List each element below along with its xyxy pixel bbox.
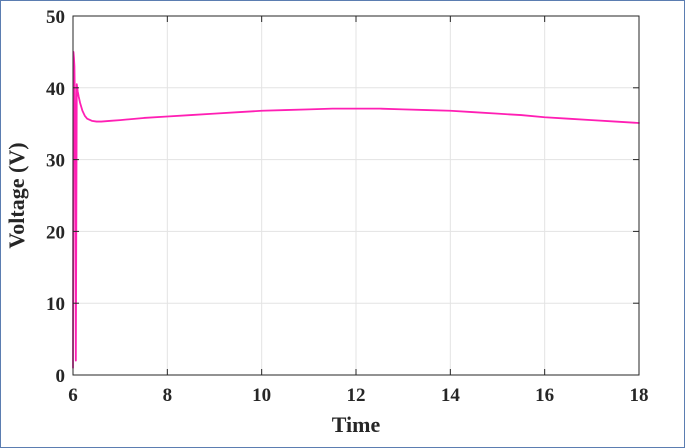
x-axis-title: Time xyxy=(332,412,381,437)
series-line-0 xyxy=(72,51,640,369)
grid-lines xyxy=(73,16,639,375)
x-tick-label: 18 xyxy=(630,385,649,406)
y-tick-label: 50 xyxy=(46,7,65,28)
y-tick-label: 10 xyxy=(46,294,65,315)
tick-layer: 6 8 10 12 14 16 18 0 10 20 30 40 50 xyxy=(46,7,649,406)
y-axis-title: Voltage (V) xyxy=(4,142,29,248)
x-tick-label: 14 xyxy=(441,385,461,406)
x-tick-label: 10 xyxy=(252,385,271,406)
x-tick-label: 12 xyxy=(347,385,366,406)
y-tick-label: 20 xyxy=(46,222,65,243)
x-tick-label: 6 xyxy=(68,385,78,406)
y-tick-label: 40 xyxy=(46,79,65,100)
series-layer xyxy=(72,51,640,369)
y-tick-label: 0 xyxy=(56,366,66,387)
x-tick-label: 16 xyxy=(535,385,554,406)
x-tick-label: 8 xyxy=(163,385,173,406)
y-tick-label: 30 xyxy=(46,151,65,172)
